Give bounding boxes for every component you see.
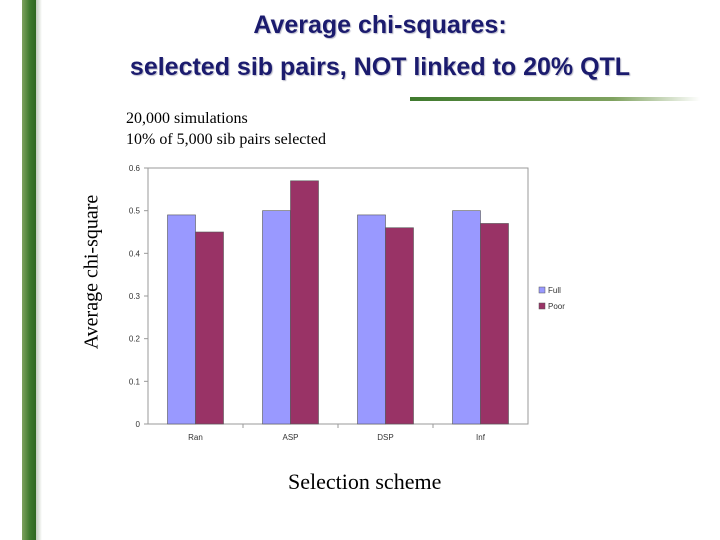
slide-title-line1: Average chi-squares: [253, 11, 507, 39]
bar-full [167, 214, 196, 425]
y-tick-label: 0.5 [129, 207, 141, 216]
x-tick-label: Inf [476, 433, 486, 442]
left-accent-bar [22, 0, 36, 540]
y-tick-label: 0.3 [129, 292, 141, 301]
bar-full [262, 210, 291, 425]
y-tick-label: 0.6 [129, 164, 141, 173]
bar-full [452, 210, 481, 425]
legend-label-full: Full [548, 286, 561, 295]
y-tick-label: 0.4 [129, 249, 141, 258]
slide-title-line2: selected sib pairs, NOT linked to 20% QT… [129, 53, 631, 81]
x-tick-label: Ran [188, 433, 203, 442]
bar-full [357, 214, 386, 425]
x-tick-label: ASP [282, 433, 298, 442]
chart-subtitle-line2: 10% of 5,000 sib pairs selected [126, 131, 326, 148]
chart-subtitle-line1: 20,000 simulations [126, 110, 248, 127]
bar-poor [290, 180, 319, 425]
y-tick-label: 0.1 [129, 377, 141, 386]
legend-label-poor: Poor [548, 302, 565, 311]
title-underline [410, 97, 700, 101]
bar-poor [385, 227, 414, 425]
x-tick-label: DSP [377, 433, 393, 442]
bar-poor [480, 223, 509, 425]
x-axis-label: Selection scheme [288, 469, 442, 494]
chart-subtitle: 20,000 simulations 10% of 5,000 sib pair… [126, 108, 326, 150]
bar-poor [195, 231, 224, 425]
legend-swatch-full [538, 286, 546, 294]
left-accent-shadow [36, 0, 42, 540]
slide-title: Average chi-squares: selected sib pairs,… [40, 10, 720, 82]
y-tick-label: 0 [136, 420, 141, 429]
y-tick-label: 0.2 [129, 335, 141, 344]
legend-swatch-poor [538, 302, 546, 310]
